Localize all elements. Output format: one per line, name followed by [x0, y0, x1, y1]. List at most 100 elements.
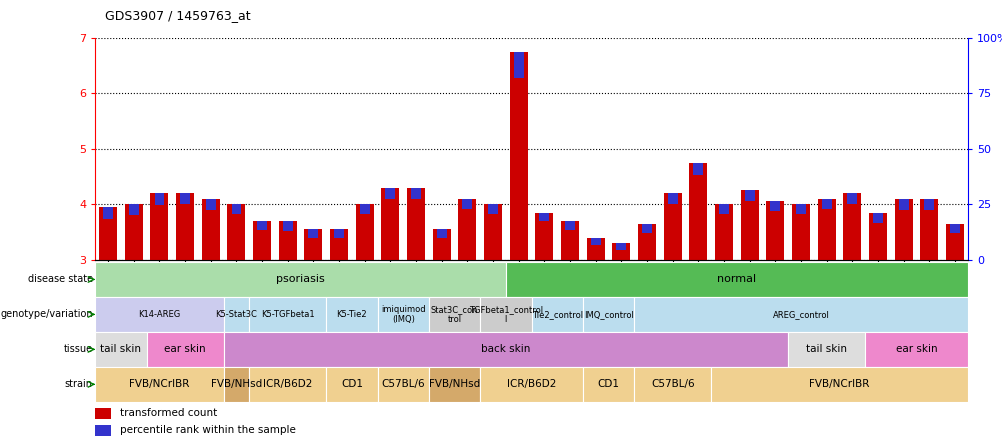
Bar	[766, 202, 784, 260]
Bar	[564, 221, 574, 230]
Bar	[146, 332, 223, 367]
Bar	[103, 207, 113, 219]
Bar	[667, 193, 677, 204]
Bar	[411, 188, 421, 199]
Text: strain: strain	[65, 379, 92, 389]
Text: AREG_control: AREG_control	[772, 310, 829, 319]
Bar	[718, 204, 728, 214]
Bar	[95, 332, 146, 367]
Bar	[843, 193, 861, 260]
Bar	[868, 213, 886, 260]
Bar	[480, 297, 531, 332]
Text: FVB/NCrIBR: FVB/NCrIBR	[129, 379, 189, 389]
Bar	[616, 243, 625, 250]
Bar	[95, 424, 111, 436]
Text: TGFbeta1_control
l: TGFbeta1_control l	[468, 305, 542, 324]
Bar	[744, 190, 754, 202]
Bar	[873, 213, 882, 222]
Text: back skin: back skin	[481, 345, 530, 354]
Bar	[945, 224, 963, 260]
Bar	[710, 367, 967, 402]
Bar	[437, 229, 446, 238]
Bar	[539, 213, 549, 222]
Bar	[124, 204, 142, 260]
Bar	[586, 238, 604, 260]
Text: GDS3907 / 1459763_at: GDS3907 / 1459763_at	[105, 9, 250, 22]
Bar	[688, 163, 706, 260]
Text: Stat3C_con
trol: Stat3C_con trol	[431, 305, 478, 324]
Bar	[458, 199, 476, 260]
Bar	[692, 163, 702, 175]
Text: C57BL/6: C57BL/6	[650, 379, 693, 389]
Text: transformed count: transformed count	[119, 408, 216, 418]
Bar	[637, 224, 655, 260]
Bar	[821, 199, 831, 209]
Bar	[334, 229, 344, 238]
Bar	[641, 224, 651, 233]
Bar	[356, 204, 374, 260]
Text: C57BL/6: C57BL/6	[381, 379, 425, 389]
Text: ICR/B6D2: ICR/B6D2	[263, 379, 313, 389]
Bar	[223, 367, 249, 402]
Bar	[360, 204, 370, 214]
Text: FVB/NCrIBR: FVB/NCrIBR	[809, 379, 869, 389]
Bar	[95, 262, 505, 297]
Text: psoriasis: psoriasis	[276, 274, 325, 285]
Bar	[95, 367, 223, 402]
Bar	[377, 367, 429, 402]
Bar	[309, 229, 318, 238]
Bar	[429, 297, 480, 332]
Text: genotype/variation: genotype/variation	[0, 309, 92, 319]
Bar	[740, 190, 758, 260]
Bar	[894, 199, 912, 260]
Bar	[865, 332, 967, 367]
Bar	[484, 204, 502, 260]
Bar	[249, 297, 326, 332]
Text: FVB/NHsd: FVB/NHsd	[210, 379, 262, 389]
Text: tail skin: tail skin	[100, 345, 141, 354]
Bar	[205, 199, 215, 210]
Bar	[633, 367, 710, 402]
Bar	[326, 367, 377, 402]
Bar	[590, 238, 600, 245]
Bar	[505, 262, 967, 297]
Bar	[663, 193, 681, 260]
Text: tail skin: tail skin	[806, 345, 847, 354]
Bar	[99, 207, 117, 260]
Bar	[898, 199, 908, 210]
Bar	[560, 221, 578, 260]
Bar	[847, 193, 857, 204]
Bar	[330, 229, 348, 260]
Bar	[231, 204, 241, 214]
Bar	[326, 297, 377, 332]
Bar	[612, 243, 630, 260]
Bar	[385, 188, 395, 199]
Text: tissue: tissue	[63, 345, 92, 354]
Bar	[796, 204, 806, 214]
Bar	[788, 332, 865, 367]
Text: ICR/B6D2: ICR/B6D2	[506, 379, 556, 389]
Text: normal: normal	[716, 274, 756, 285]
Bar	[180, 193, 189, 204]
Bar	[257, 221, 267, 230]
Bar	[305, 229, 322, 260]
Bar	[429, 367, 480, 402]
Bar	[279, 221, 297, 260]
Bar	[283, 221, 293, 231]
Bar	[95, 297, 223, 332]
Bar	[770, 202, 780, 211]
Text: K5-TGFbeta1: K5-TGFbeta1	[261, 310, 315, 319]
Text: ear skin: ear skin	[895, 345, 937, 354]
Bar	[227, 204, 245, 260]
Bar	[949, 224, 959, 233]
Bar	[513, 52, 523, 78]
Bar	[920, 199, 938, 260]
Bar	[817, 199, 835, 260]
Text: CD1: CD1	[597, 379, 619, 389]
Bar	[432, 229, 450, 260]
Bar	[201, 199, 219, 260]
Bar	[223, 297, 249, 332]
Text: K14-AREG: K14-AREG	[138, 310, 180, 319]
Text: IMQ_control: IMQ_control	[583, 310, 633, 319]
Bar	[633, 297, 967, 332]
